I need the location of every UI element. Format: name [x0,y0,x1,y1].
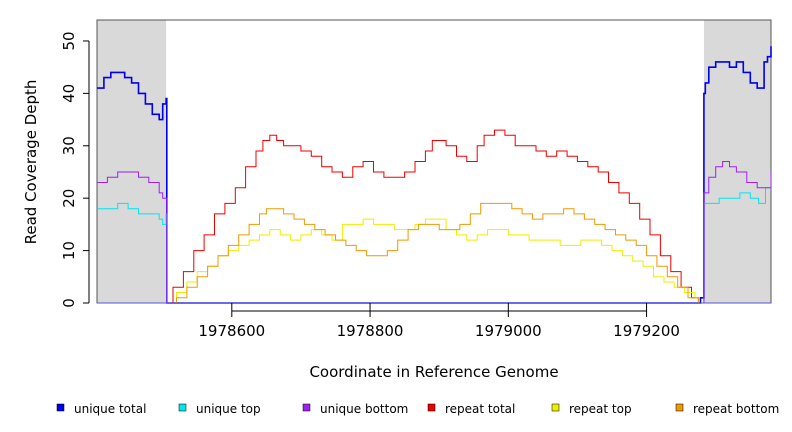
x-tick-label: 1978600 [198,322,265,340]
series-line-repeat-bottom [166,202,699,304]
shaded-region-1 [97,20,167,303]
y-tick-label: 40 [60,84,78,103]
legend-swatch-unique-total [56,403,65,412]
x-tick-label: 1978800 [337,322,404,340]
x-axis-title: Coordinate in Reference Genome [309,363,558,381]
series-line-unique-total [97,46,772,304]
legend-label-unique-bottom: unique bottom [320,402,408,416]
y-tick-label: 20 [60,189,78,208]
legend-swatch-repeat-total [427,403,436,412]
y-tick-label: 30 [60,136,78,155]
legend-swatch-repeat-top [551,403,560,412]
legend-swatch-unique-bottom [302,403,311,412]
series-line-repeat-top [166,218,699,304]
legend-swatch-repeat-bottom [675,403,684,412]
legend-label-repeat-bottom: repeat bottom [693,402,779,416]
series-lines [97,46,772,304]
series-line-unique-top [97,182,772,304]
legend-swatch-unique-top [178,403,187,412]
y-tick-label: 0 [60,298,78,308]
y-tick-label: 50 [60,31,78,50]
y-axis-title: Read Coverage Depth [22,80,40,245]
legend-label-unique-top: unique top [196,402,261,416]
series-line-repeat-total [166,129,699,304]
legend-label-repeat-top: repeat top [569,402,632,416]
legend: unique total unique top unique bottom repea… [56,402,779,416]
x-axis: 1978600 1978800 1979000 1979200 [198,303,680,340]
y-axis: 0 10 20 30 40 50 [60,31,90,308]
x-tick-label: 1979000 [475,322,542,340]
x-tick-label: 1979200 [613,322,680,340]
plot-frame [96,19,772,304]
legend-label-unique-total: unique total [74,402,146,416]
shaded-regions [97,20,771,303]
legend-label-repeat-total: repeat total [445,402,515,416]
y-tick-label: 10 [60,241,78,260]
